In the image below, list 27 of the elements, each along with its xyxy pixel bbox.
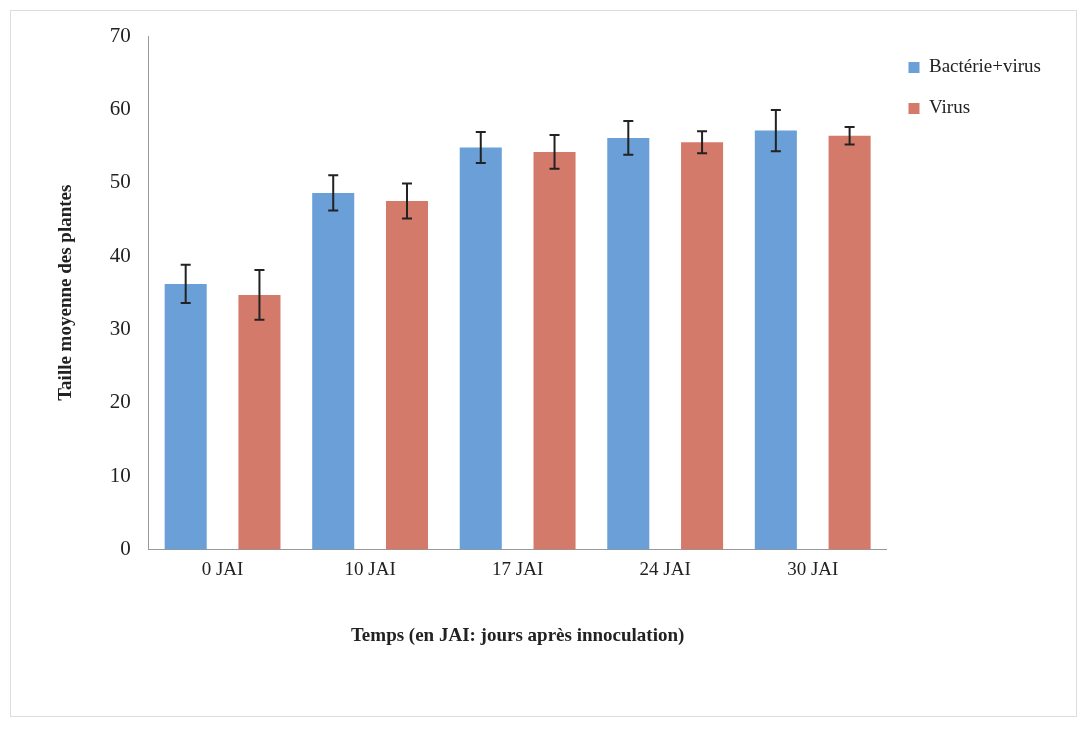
y-tick-label: 20 [109,389,131,414]
bar [164,283,207,550]
bar [828,135,871,550]
y-tick-label: 30 [109,315,131,340]
y-axis-title: Taille moyenne des plantes [54,184,76,401]
x-tick-label: 17 JAI [492,557,544,579]
bar [238,294,281,550]
bar [607,137,650,550]
x-tick-label: 24 JAI [639,557,691,579]
x-tick-label: 10 JAI [344,557,396,579]
bar [681,142,724,550]
y-tick-label: 60 [109,95,131,120]
y-tick-label: 0 [120,535,131,560]
legend-label: Virus [928,96,971,118]
bar [533,151,576,550]
bar [385,201,429,550]
x-axis-title: Temps (en JAI: jours après innoculation) [350,623,685,646]
x-tick-label: 30 JAI [787,557,839,579]
legend-label: Bactérie+virus [928,55,1042,77]
x-tick-label: 0 JAI [201,557,244,579]
bar [459,147,502,550]
bar [312,192,355,550]
y-tick-label: 50 [109,169,131,194]
y-tick-label: 40 [109,242,131,267]
bar [754,130,797,550]
y-tick-label: 10 [109,462,131,487]
y-tick-label: 70 [109,22,131,47]
